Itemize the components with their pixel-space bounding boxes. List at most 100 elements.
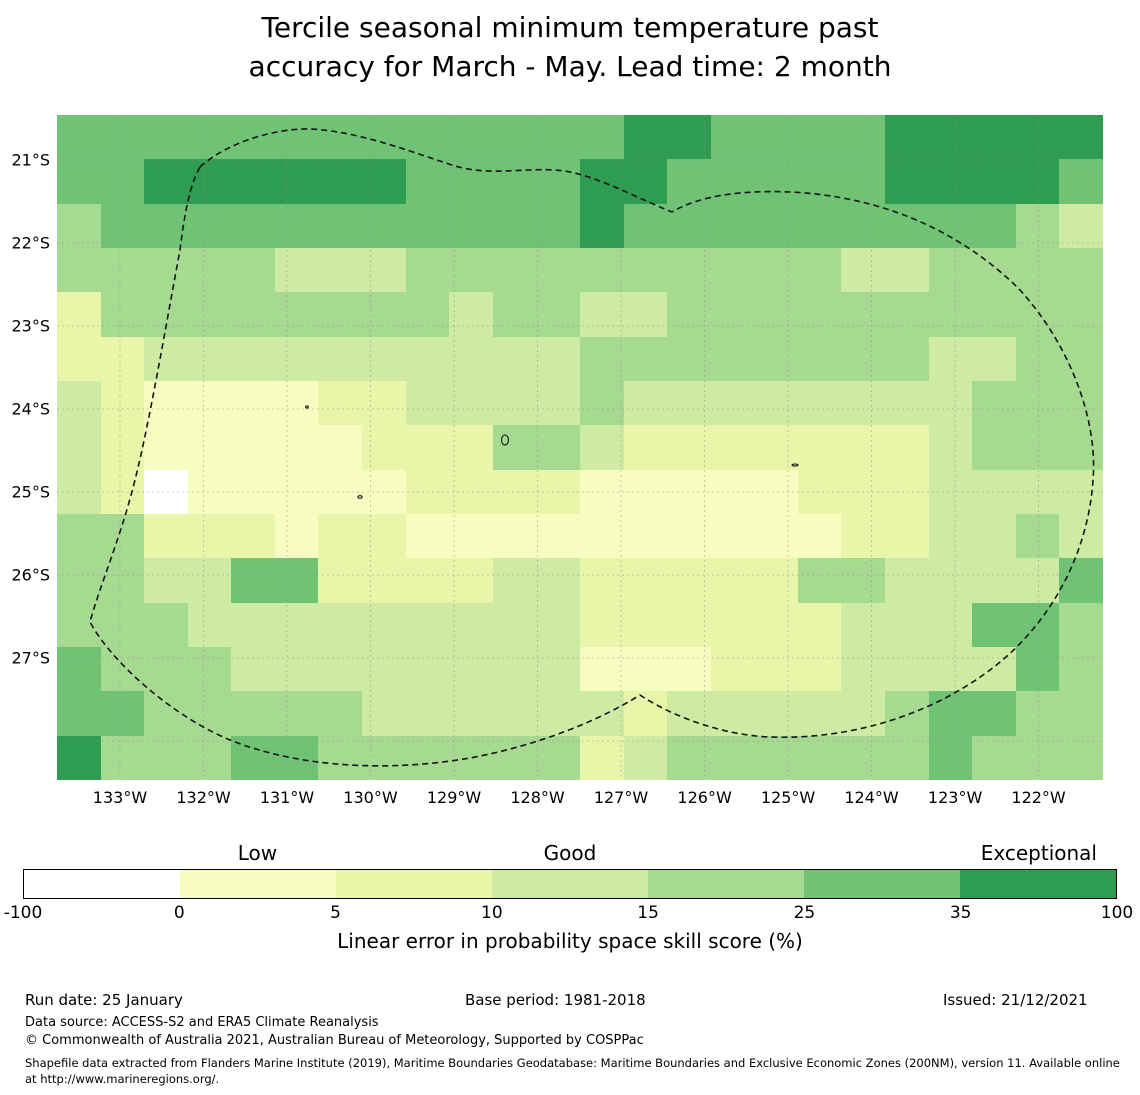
heatmap-cell (972, 336, 1016, 381)
heatmap-cell (187, 469, 232, 514)
y-tick-label: 24°S (11, 399, 50, 419)
heatmap-cell (57, 425, 101, 470)
heatmap-cell (797, 203, 842, 248)
heatmap-cell (928, 691, 973, 736)
colorbar-segment (648, 870, 804, 898)
heatmap-cell (885, 513, 929, 559)
heatmap-cell (144, 691, 188, 736)
heatmap-cell (449, 558, 493, 603)
heatmap-cell (928, 203, 973, 248)
heatmap-cell (536, 425, 580, 470)
heatmap-cell (623, 336, 668, 381)
heatmap-cell (754, 513, 798, 559)
heatmap-cell (1015, 203, 1060, 248)
heatmap-cell (885, 646, 929, 692)
heatmap-grid (57, 115, 1103, 780)
heatmap-cell (885, 203, 929, 248)
heatmap-cell (100, 159, 145, 204)
heatmap-cell (274, 336, 319, 381)
heatmap-cell (1015, 513, 1060, 559)
heatmap-cell (710, 735, 755, 780)
heatmap-cell (710, 115, 755, 160)
heatmap-cell (710, 513, 755, 559)
heatmap-cell (362, 159, 406, 204)
heatmap-cell (972, 380, 1016, 426)
heatmap-cell (667, 735, 711, 780)
heatmap-cell (362, 336, 406, 381)
heatmap-cell (449, 602, 493, 647)
heatmap-cell (579, 646, 624, 692)
heatmap-cell (492, 691, 537, 736)
heatmap-cell (274, 159, 319, 204)
heatmap-cell (667, 558, 711, 603)
heatmap-cell (362, 691, 406, 736)
heatmap-cell (449, 735, 493, 780)
heatmap-cell (362, 602, 406, 647)
heatmap-cell (928, 735, 973, 780)
chart-title: Tercile seasonal minimum temperature pas… (248, 11, 892, 84)
heatmap-cell (318, 115, 363, 160)
heatmap-cell (449, 691, 493, 736)
x-tick-label: 124°W (844, 788, 899, 807)
heatmap-cell (100, 513, 145, 559)
heatmap-cell (405, 558, 450, 603)
heatmap-cell (318, 602, 363, 647)
heatmap-cell (1059, 735, 1103, 780)
y-tick-label: 26°S (11, 565, 50, 585)
heatmap-cell (187, 159, 232, 204)
heatmap-cell (579, 203, 624, 248)
heatmap-cell (754, 247, 798, 293)
heatmap-cell (405, 646, 450, 692)
heatmap-cell (928, 602, 973, 647)
colorbar-segment (960, 870, 1116, 898)
heatmap-cell (57, 602, 101, 647)
heatmap-cell (274, 292, 319, 337)
heatmap-cell (710, 380, 755, 426)
heatmap-cell (972, 247, 1016, 293)
heatmap-cell (579, 735, 624, 780)
colorbar-category-labels: Low Good Exceptional (23, 841, 1117, 867)
colorbar-category-label: Good (543, 841, 597, 865)
colorbar-tick-label: 100 (1100, 903, 1134, 923)
colorbar-tick-labels: -100 0 5 10 15 25 35 100 (4, 903, 1134, 923)
heatmap-cell (449, 513, 493, 559)
heatmap-cell (57, 513, 101, 559)
heatmap-cell (274, 691, 319, 736)
heatmap-cell (144, 115, 188, 160)
heatmap-cell (536, 380, 580, 426)
heatmap-cell (928, 469, 973, 514)
heatmap-cell (187, 247, 232, 293)
heatmap-cell (362, 646, 406, 692)
x-tick-label: 126°W (677, 788, 732, 807)
heatmap-cell (231, 425, 275, 470)
heatmap-cell (710, 646, 755, 692)
y-tick-label: 23°S (11, 316, 50, 336)
heatmap-cell (623, 292, 668, 337)
heatmap-cell (972, 691, 1016, 736)
heatmap-cell (841, 646, 886, 692)
heatmap-cell (797, 247, 842, 293)
heatmap-cell (57, 646, 101, 692)
heatmap-cell (841, 513, 886, 559)
island-outline (500, 434, 510, 446)
heatmap-cell (536, 602, 580, 647)
heatmap-cell (841, 425, 886, 470)
heatmap-cell (1015, 292, 1060, 337)
heatmap-cell (754, 203, 798, 248)
heatmap-cell (797, 558, 842, 603)
heatmap-cell (492, 115, 537, 160)
colorbar-tick-label: -100 (3, 903, 43, 923)
heatmap-cell (928, 646, 973, 692)
heatmap-cell (362, 425, 406, 470)
heatmap-cell (841, 247, 886, 293)
heatmap-cell (405, 380, 450, 426)
heatmap-cell (579, 558, 624, 603)
heatmap-cell (928, 159, 973, 204)
heatmap-cell (579, 513, 624, 559)
heatmap-cell (623, 602, 668, 647)
heatmap-cell (710, 203, 755, 248)
map-overlay (57, 115, 1103, 780)
colorbar-category-label: Low (237, 841, 278, 865)
heatmap-cell (710, 602, 755, 647)
